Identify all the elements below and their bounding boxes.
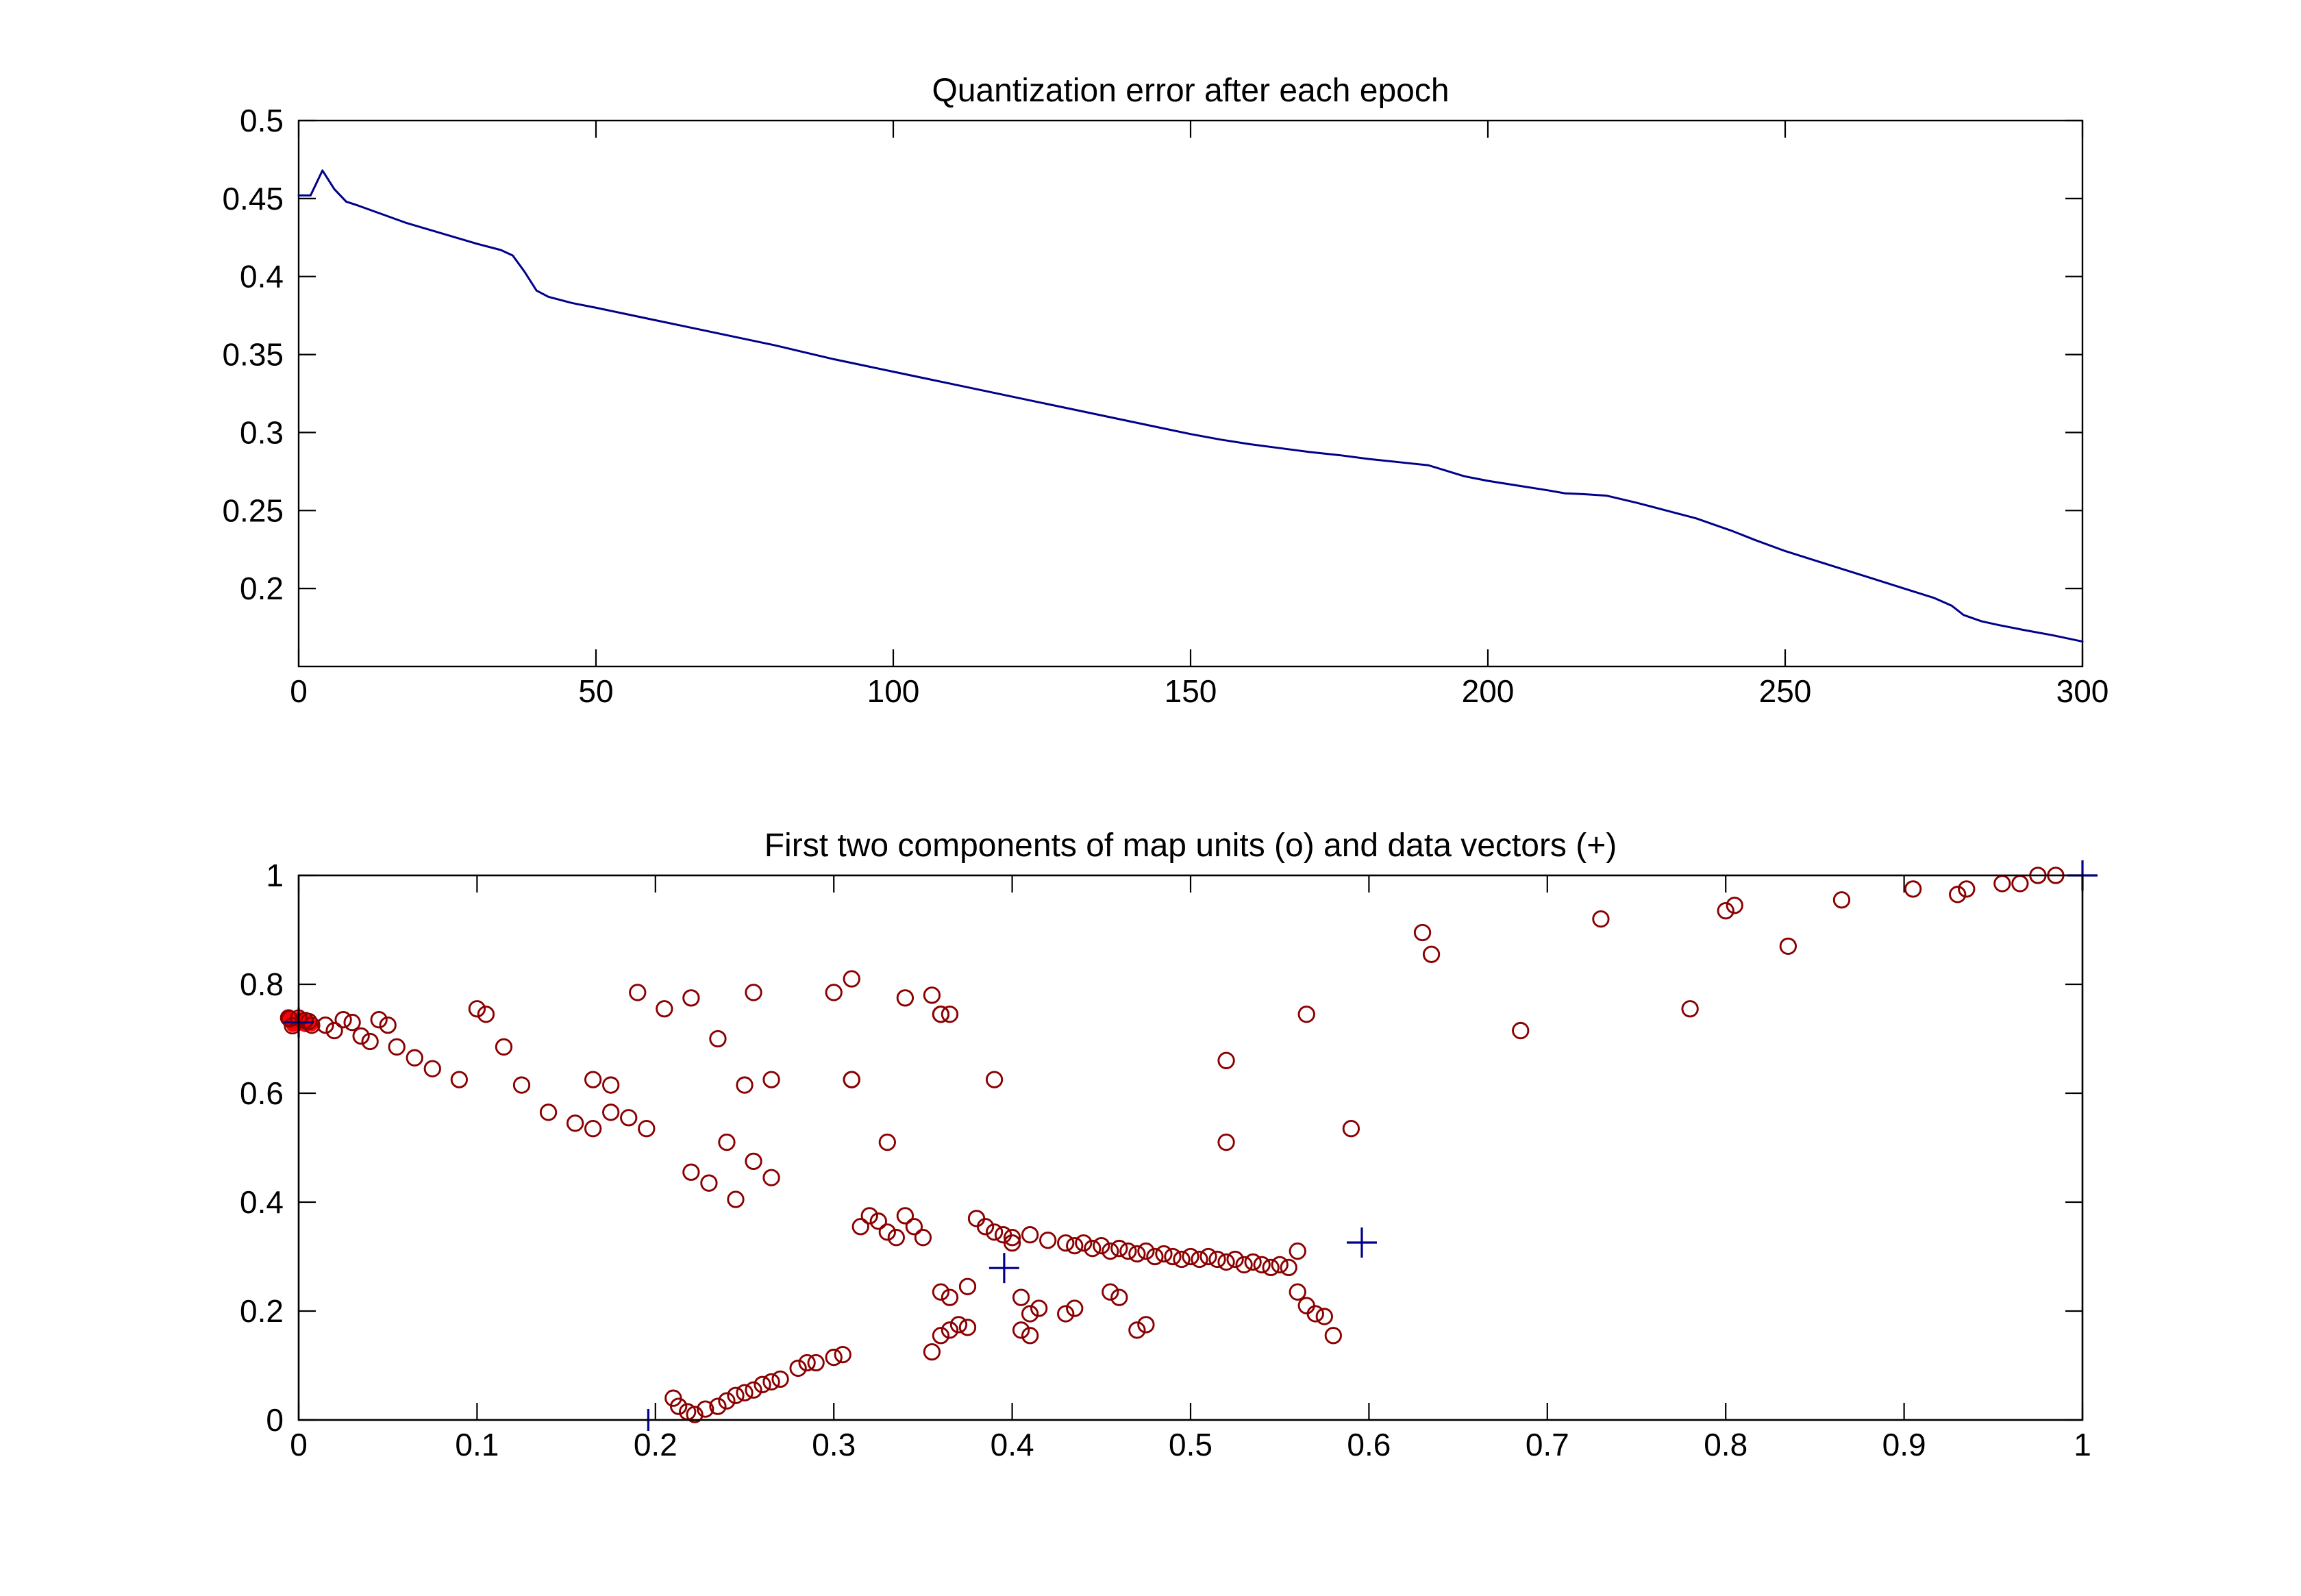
svg-text:First two components of map un: First two components of map units (o) an… [764, 827, 1617, 864]
svg-text:0.25: 0.25 [222, 492, 284, 528]
svg-text:0.8: 0.8 [240, 967, 284, 1002]
svg-text:0.4: 0.4 [991, 1427, 1034, 1462]
svg-text:300: 300 [2056, 673, 2109, 709]
svg-text:100: 100 [867, 673, 920, 709]
svg-text:0.3: 0.3 [812, 1427, 856, 1462]
svg-text:0.7: 0.7 [1526, 1427, 1569, 1462]
svg-text:0.3: 0.3 [240, 414, 284, 450]
svg-text:Quantization error after each: Quantization error after each epoch [932, 73, 1449, 109]
svg-text:0: 0 [266, 1402, 284, 1438]
svg-text:0: 0 [290, 1427, 308, 1462]
svg-text:0.2: 0.2 [634, 1427, 677, 1462]
svg-text:0.5: 0.5 [1169, 1427, 1212, 1462]
svg-text:0.1: 0.1 [455, 1427, 499, 1462]
svg-text:250: 250 [1759, 673, 1812, 709]
svg-text:0.45: 0.45 [222, 181, 284, 216]
svg-text:0.6: 0.6 [240, 1075, 284, 1111]
svg-text:200: 200 [1462, 673, 1515, 709]
svg-text:0.8: 0.8 [1704, 1427, 1747, 1462]
svg-text:1: 1 [2074, 1427, 2091, 1462]
svg-text:0.2: 0.2 [240, 1293, 284, 1329]
svg-text:0.4: 0.4 [240, 259, 284, 295]
svg-text:0.9: 0.9 [1882, 1427, 1926, 1462]
svg-text:0.5: 0.5 [240, 103, 284, 138]
svg-text:150: 150 [1165, 673, 1217, 709]
svg-text:0.35: 0.35 [222, 337, 284, 373]
svg-text:50: 50 [578, 673, 613, 709]
svg-text:0.6: 0.6 [1347, 1427, 1391, 1462]
svg-text:0.4: 0.4 [240, 1184, 284, 1220]
svg-text:0.2: 0.2 [240, 571, 284, 606]
svg-text:1: 1 [266, 858, 284, 893]
svg-text:0: 0 [290, 673, 308, 709]
